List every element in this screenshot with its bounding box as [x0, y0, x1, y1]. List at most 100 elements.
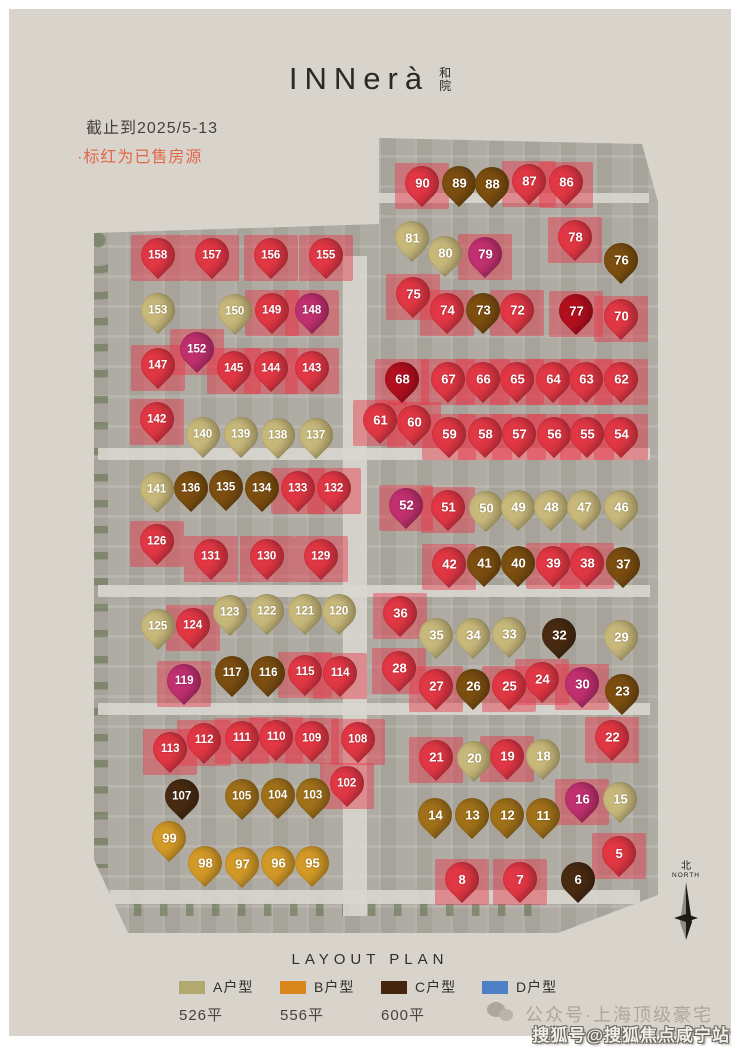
unit-number: 48	[543, 499, 559, 515]
unit-number: 14	[427, 807, 443, 823]
unit-number: 49	[510, 499, 526, 515]
unit-number: 86	[558, 174, 574, 190]
unit-number: 20	[466, 750, 482, 766]
unit-number: 75	[405, 286, 421, 302]
legend-label: B户型	[314, 979, 355, 995]
unit-number: 149	[262, 304, 282, 316]
unit-number: 152	[187, 343, 207, 355]
trees-strip-left	[94, 228, 108, 868]
unit-number: 68	[394, 371, 410, 387]
unit-number: 26	[465, 678, 481, 694]
unit-number: 144	[261, 362, 281, 374]
unit-number: 140	[193, 428, 213, 440]
unit-number: 124	[183, 619, 203, 631]
unit-number: 78	[567, 229, 583, 245]
unit-number: 28	[391, 660, 407, 676]
unit-number: 155	[316, 249, 336, 261]
unit-number: 125	[148, 620, 168, 632]
unit-number: 12	[499, 807, 515, 823]
road-horizontal-2	[98, 585, 650, 597]
unit-number: 156	[261, 249, 281, 261]
unit-number: 147	[148, 359, 168, 371]
unit-number: 34	[465, 627, 481, 643]
unit-number: 51	[440, 499, 456, 515]
legend-item-3: C户型 600平	[381, 977, 481, 1025]
unit-number: 120	[329, 605, 349, 617]
legend-label: C户型	[415, 979, 457, 995]
unit-number: 39	[545, 555, 561, 571]
unit-number: 136	[181, 482, 201, 494]
unit-number: 16	[574, 791, 590, 807]
unit-number: 46	[613, 499, 629, 515]
page-panel: INNerà 和 院 截止到2025/5-13 ·标红为已售房源 90 89 88 8…	[9, 9, 731, 1045]
unit-number: 130	[257, 550, 277, 562]
unit-number: 115	[295, 666, 315, 678]
unit-number: 143	[302, 362, 322, 374]
legend-label: A户型	[213, 979, 254, 995]
unit-number: 108	[348, 733, 368, 745]
unit-number: 65	[509, 371, 525, 387]
brand-wordmark: INNerà	[288, 61, 430, 96]
legend-size: 600平	[381, 1007, 426, 1024]
unit-number: 19	[499, 748, 515, 764]
unit-number: 110	[266, 731, 286, 743]
legend-size: 556平	[280, 1007, 325, 1024]
unit-number: 35	[428, 627, 444, 643]
unit-number: 90	[414, 175, 430, 191]
unit-number: 27	[428, 678, 444, 694]
unit-number: 142	[147, 413, 167, 425]
north-label-en: NORTH	[672, 872, 700, 879]
unit-number: 62	[613, 371, 629, 387]
unit-number: 52	[398, 497, 414, 513]
unit-number: 133	[288, 482, 308, 494]
unit-number: 74	[439, 302, 455, 318]
unit-number: 55	[579, 426, 595, 442]
unit-number: 77	[568, 303, 584, 319]
unit-number: 41	[476, 555, 492, 571]
unit-number: 119	[174, 675, 194, 687]
sohu-watermark: 搜狐号@搜狐焦点咸宁站	[532, 1026, 730, 1045]
brand-chinese-name: 和 院	[439, 66, 452, 93]
unit-number: 32	[551, 627, 567, 643]
unit-number: 24	[534, 671, 550, 687]
wechat-icon	[487, 1002, 517, 1026]
unit-number: 60	[406, 414, 422, 430]
unit-number: 122	[257, 605, 277, 617]
unit-number: 102	[337, 777, 357, 789]
road-top-right	[379, 193, 649, 203]
unit-number: 134	[252, 482, 272, 494]
unit-number: 99	[161, 830, 177, 846]
unit-number: 63	[578, 371, 594, 387]
unit-number: 135	[216, 481, 236, 493]
unit-number: 6	[574, 871, 582, 887]
unit-number: 56	[546, 426, 562, 442]
wechat-watermark: 公众号·上海顶级豪宅	[487, 1001, 713, 1027]
unit-number: 87	[521, 173, 537, 189]
unit-number: 66	[475, 371, 491, 387]
unit-number: 116	[258, 667, 278, 679]
unit-number: 126	[147, 535, 167, 547]
unit-number: 129	[311, 550, 331, 562]
unit-number: 157	[202, 249, 222, 261]
unit-number: 117	[222, 667, 242, 679]
unit-number: 98	[197, 855, 213, 871]
unit-number: 72	[509, 302, 525, 318]
unit-number: 23	[614, 683, 630, 699]
legend-size: 526平	[179, 1007, 224, 1024]
unit-number: 139	[231, 428, 251, 440]
unit-number: 33	[501, 626, 517, 642]
unit-number: 96	[270, 855, 286, 871]
unit-number: 109	[302, 732, 322, 744]
unit-number: 70	[613, 308, 629, 324]
unit-number: 54	[613, 426, 629, 442]
unit-number: 29	[613, 629, 629, 645]
unit-number: 131	[201, 550, 221, 562]
unit-number: 89	[451, 175, 467, 191]
unit-number: 37	[615, 556, 631, 572]
unit-number: 148	[302, 304, 322, 316]
unit-number: 57	[511, 426, 527, 442]
unit-number: 73	[475, 302, 491, 318]
unit-number: 150	[225, 305, 245, 317]
unit-number: 8	[458, 871, 466, 887]
unit-number: 61	[372, 412, 388, 428]
